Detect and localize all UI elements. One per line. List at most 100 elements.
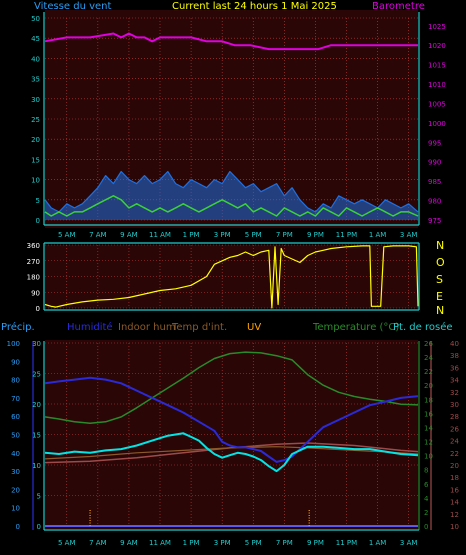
wind-x-tick: 11 PM	[336, 231, 357, 239]
wind-x-tick: 5 PM	[245, 231, 262, 239]
dewpoint-tick: 36	[450, 364, 459, 372]
humidity-tick: 0	[37, 523, 41, 531]
compass-s: S	[436, 273, 443, 286]
wind-x-tick: 5 AM	[58, 231, 76, 239]
wind-tick: 10	[31, 177, 40, 185]
dewpoint-tick: 16	[450, 486, 459, 494]
baro-tick: 1000	[428, 120, 446, 128]
wind-tick: 20	[31, 136, 40, 144]
dewpoint-line	[44, 442, 419, 464]
baro-tick: 1010	[428, 81, 446, 89]
wind-speed-line	[44, 170, 419, 213]
direction-tick: 360	[27, 242, 40, 250]
humidity-tick: 5	[37, 493, 41, 501]
wind-tick: 0	[36, 217, 40, 225]
precip-tick: 0	[16, 523, 20, 531]
baro-tick: 990	[428, 159, 441, 167]
humidity-tick: 10	[32, 462, 41, 470]
compass-n-bottom: N	[436, 304, 444, 317]
dewpoint-tick: 18	[450, 474, 459, 482]
dewpoint-tick: 30	[450, 401, 459, 409]
compass-o: O	[436, 256, 445, 269]
wind-x-tick: 1 PM	[183, 231, 200, 239]
temp-x-tick: 3 AM	[400, 539, 418, 547]
temp-x-tick: 7 PM	[276, 539, 293, 547]
temperature-tick: 18	[424, 396, 433, 404]
temperature-tick: 2	[424, 509, 428, 517]
dewpoint-tick: 20	[450, 462, 459, 470]
legend-uv: UV	[247, 322, 261, 333]
temperature-tick: 4	[424, 495, 429, 503]
temperature-tick: 14	[424, 424, 433, 432]
temperature-tick: 24	[424, 354, 433, 362]
temp-x-tick: 9 AM	[120, 539, 138, 547]
temperature-tick: 8	[424, 467, 428, 475]
temperature-line	[44, 351, 419, 424]
dewpoint-tick: 12	[450, 511, 459, 519]
legend-temperature: Temperature (°C)	[312, 322, 399, 333]
chart-main-title: Current last 24 hours 1 Mai 2025	[172, 1, 337, 12]
dewpoint-tick: 26	[450, 425, 459, 433]
precip-tick: 100	[7, 340, 20, 348]
data-series	[44, 32, 419, 527]
indoor-temp-line	[44, 446, 419, 460]
baro-tick: 980	[428, 198, 441, 206]
wind-speed-title: Vitesse du vent	[34, 1, 111, 12]
temperature-tick: 26	[424, 340, 433, 348]
temperature-tick: 0	[424, 523, 428, 531]
compass-n-top: N	[436, 239, 444, 252]
temp-x-tick: 11 AM	[149, 539, 171, 547]
legend-humidity: Humidité	[67, 321, 113, 333]
temp-x-tick: 3 PM	[214, 539, 231, 547]
precip-tick: 20	[11, 486, 20, 494]
precip-tick: 10	[11, 505, 20, 513]
precip-tick: 80	[11, 377, 20, 385]
dewpoint-tick: 38	[450, 352, 459, 360]
precip-tick: 70	[11, 395, 20, 403]
humidity-line	[44, 376, 419, 463]
temp-x-tick: 9 PM	[307, 539, 324, 547]
temperature-tick: 16	[424, 410, 433, 418]
dewpoint-tick: 14	[450, 499, 459, 507]
precip-tick: 40	[11, 450, 20, 458]
direction-tick: 0	[36, 305, 40, 313]
barometer-line	[44, 32, 418, 51]
temp-x-tick: 7 AM	[89, 539, 107, 547]
wind-x-tick: 7 PM	[276, 231, 293, 239]
legend-indoor-temp: Temp d'int.	[171, 322, 227, 333]
temperature-tick: 12	[424, 439, 433, 447]
legend-dewpoint: Pt. de rosée	[393, 321, 453, 333]
precip-tick: 50	[11, 432, 20, 440]
wind-x-tick: 3 PM	[214, 231, 231, 239]
wind-tick: 25	[31, 116, 40, 124]
legend-precip: Précip.	[1, 321, 35, 333]
wind-x-tick: 9 PM	[307, 231, 324, 239]
wind-x-tick: 1 AM	[369, 231, 387, 239]
baro-tick: 995	[428, 139, 441, 147]
precip-tick: 90	[11, 358, 20, 366]
temperature-tick: 20	[424, 382, 433, 390]
direction-tick: 180	[27, 274, 40, 282]
wind-x-tick: 11 AM	[149, 231, 171, 239]
dewpoint-tick: 34	[450, 377, 459, 385]
grid-lines	[45, 17, 418, 527]
indoor-humidity-line	[44, 432, 419, 473]
temp-x-tick: 5 AM	[58, 539, 76, 547]
wind-tick: 40	[31, 55, 40, 63]
barometer-title: Barometre	[372, 1, 425, 12]
wind-x-tick: 7 AM	[89, 231, 107, 239]
legend-indoor-hum: Indoor hum	[118, 322, 176, 333]
dewpoint-tick: 40	[450, 340, 459, 348]
wind-tick: 15	[31, 156, 40, 164]
baro-tick: 1005	[428, 100, 446, 108]
temperature-tick: 6	[424, 481, 429, 489]
wind-x-tick: 3 AM	[400, 231, 418, 239]
baro-tick: 1020	[428, 42, 446, 50]
precip-tick: 60	[11, 413, 20, 421]
wind-x-tick: 9 AM	[120, 231, 138, 239]
temp-x-tick: 1 PM	[183, 539, 200, 547]
temp-x-tick: 5 PM	[245, 539, 262, 547]
wind-direction-line	[44, 245, 419, 309]
